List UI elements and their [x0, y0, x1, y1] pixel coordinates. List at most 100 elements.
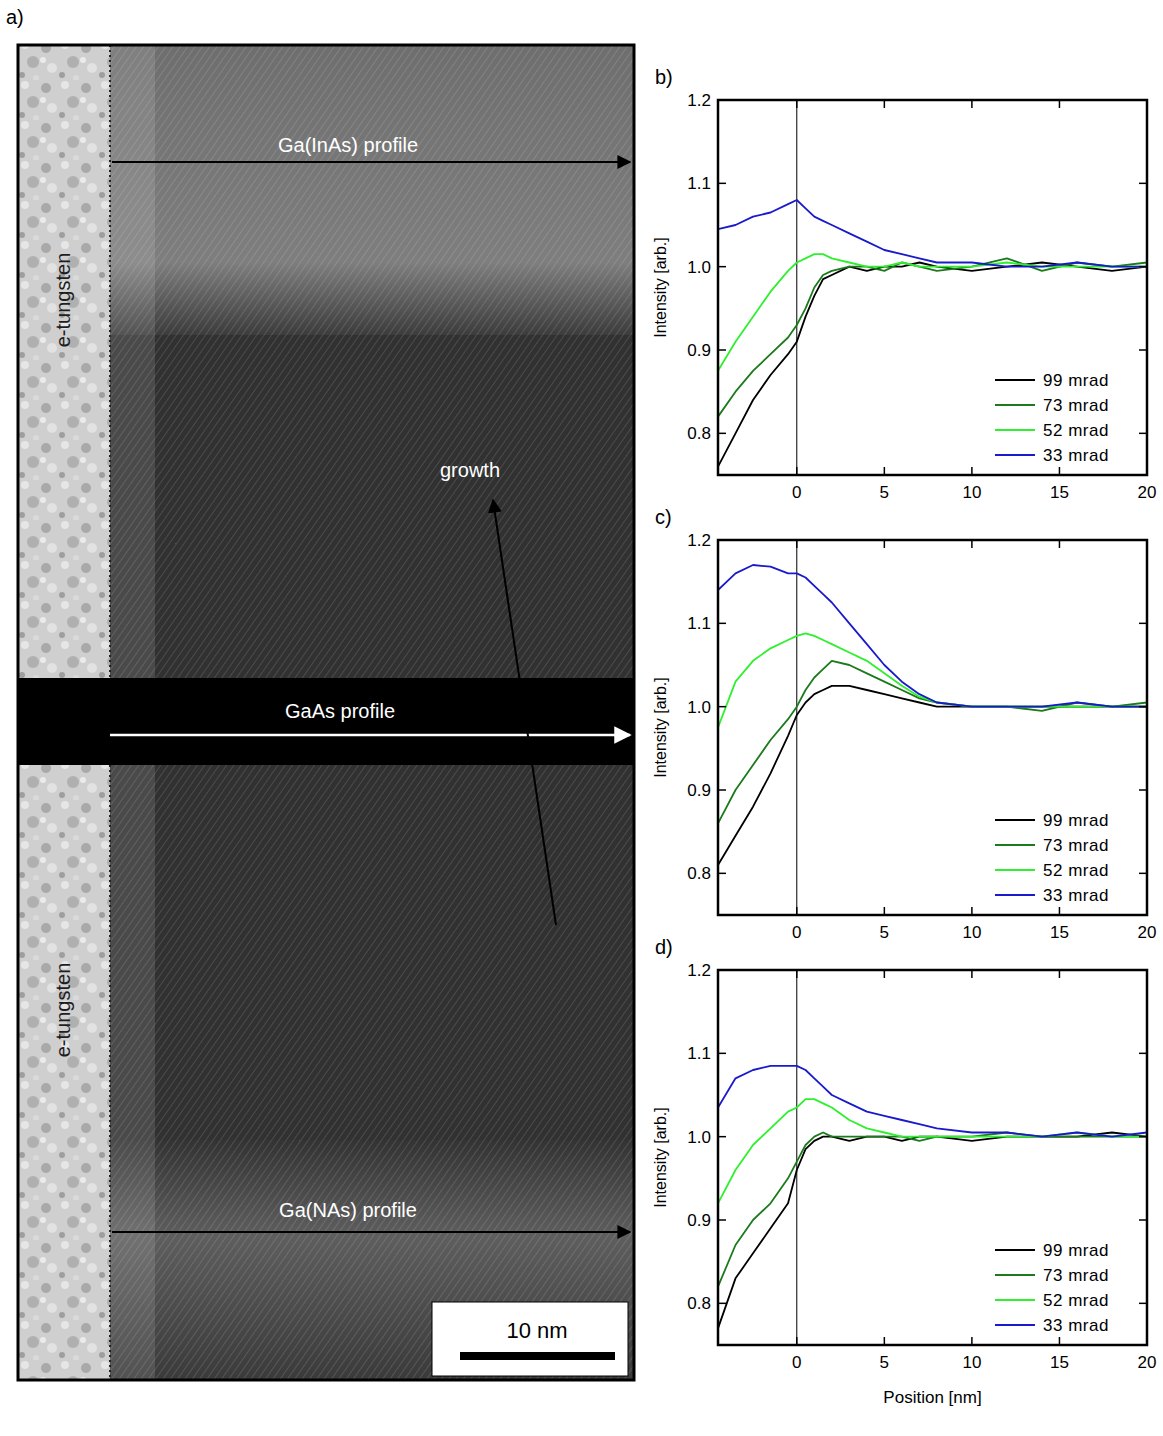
- x-tick: [1146, 1337, 1148, 1345]
- x-tick: [884, 467, 886, 475]
- reference-line: [796, 970, 797, 1345]
- y-tick-label: 0.9: [687, 781, 711, 800]
- series-line: [718, 686, 1147, 865]
- y-tick: [718, 623, 726, 625]
- y-tick-label: 1.0: [687, 1128, 711, 1147]
- legend: 99 mrad73 mrad52 mrad33 mrad: [995, 1241, 1109, 1335]
- y-tick-label: 0.9: [687, 1211, 711, 1230]
- x-tick: [971, 540, 973, 548]
- x-tick-label: 10: [962, 1353, 981, 1372]
- chart-panel: 051015200.80.91.01.11.2Intensity [arb.]P…: [652, 936, 1156, 1407]
- x-tick-label: 15: [1050, 923, 1069, 942]
- profile-label: GaAs profile: [285, 700, 395, 722]
- y-tick: [718, 539, 726, 541]
- x-tick: [796, 1337, 798, 1345]
- y-tick: [1139, 433, 1147, 435]
- panel-label: c): [655, 506, 672, 528]
- x-tick: [884, 540, 886, 548]
- legend-label: 73 mrad: [1043, 396, 1109, 415]
- x-tick-label: 15: [1050, 1353, 1069, 1372]
- series-line: [718, 263, 1147, 467]
- y-tick: [1139, 183, 1147, 185]
- x-tick-label: 5: [880, 1353, 889, 1372]
- x-tick: [884, 1337, 886, 1345]
- plot-bg: [718, 540, 1147, 915]
- x-tick: [884, 100, 886, 108]
- x-tick: [1146, 540, 1148, 548]
- legend-label: 33 mrad: [1043, 886, 1109, 905]
- tungsten-label: e-tungsten: [52, 963, 74, 1058]
- plot-frame: [718, 540, 1147, 915]
- legend-label: 33 mrad: [1043, 1316, 1109, 1335]
- y-tick: [1139, 873, 1147, 875]
- y-tick: [718, 433, 726, 435]
- plot-bg: [718, 970, 1147, 1345]
- x-tick-label: 0: [792, 923, 801, 942]
- growth-label: growth: [440, 459, 500, 481]
- y-tick: [1139, 539, 1147, 541]
- legend-label: 52 mrad: [1043, 861, 1109, 880]
- tungsten-label: e-tungsten: [52, 253, 74, 348]
- scale-bar-box: [432, 1302, 628, 1376]
- x-tick: [1059, 970, 1061, 978]
- y-tick: [718, 1303, 726, 1305]
- series-line: [718, 661, 1147, 824]
- x-tick-label: 0: [792, 483, 801, 502]
- y-tick-label: 0.8: [687, 864, 711, 883]
- x-tick: [1146, 467, 1148, 475]
- x-tick: [884, 970, 886, 978]
- y-tick: [1139, 1303, 1147, 1305]
- figure: Ga(InAs) profileGaAs profileGa(NAs) prof…: [0, 0, 1163, 1436]
- series-line: [718, 258, 1147, 416]
- y-tick: [1139, 969, 1147, 971]
- y-tick: [718, 1136, 726, 1138]
- profile-arrow: [112, 1231, 630, 1233]
- x-tick-label: 10: [962, 483, 981, 502]
- micrograph-bg: [18, 45, 634, 1380]
- x-tick: [971, 467, 973, 475]
- legend-swatch: [995, 894, 1035, 896]
- legend-label: 73 mrad: [1043, 836, 1109, 855]
- legend-swatch: [995, 1274, 1035, 1276]
- y-tick: [718, 969, 726, 971]
- panel-label: b): [655, 66, 673, 88]
- legend-label: 73 mrad: [1043, 1266, 1109, 1285]
- series-line: [718, 1099, 1147, 1203]
- legend-label: 99 mrad: [1043, 811, 1109, 830]
- series-line: [718, 1133, 1147, 1287]
- x-tick-label: 15: [1050, 483, 1069, 502]
- series-line: [718, 1066, 1147, 1137]
- y-tick-label: 0.8: [687, 424, 711, 443]
- chart-panel: 051015200.80.91.01.11.2Intensity [arb.]b…: [652, 66, 1156, 502]
- profile-arrow: [112, 161, 630, 163]
- y-tick: [718, 873, 726, 875]
- x-tick-label: 20: [1138, 1353, 1157, 1372]
- x-tick: [1059, 467, 1061, 475]
- y-tick-label: 1.0: [687, 258, 711, 277]
- x-tick-label: 20: [1138, 483, 1157, 502]
- y-tick: [1139, 266, 1147, 268]
- series-line: [718, 200, 1147, 267]
- x-tick: [971, 100, 973, 108]
- x-tick: [796, 540, 798, 548]
- x-tick: [971, 1337, 973, 1345]
- y-tick: [718, 349, 726, 351]
- legend-label: 99 mrad: [1043, 371, 1109, 390]
- panel-label: a): [6, 6, 24, 28]
- y-tick: [1139, 706, 1147, 708]
- x-tick-label: 5: [880, 483, 889, 502]
- y-tick: [1139, 99, 1147, 101]
- plot-frame: [718, 970, 1147, 1345]
- reference-line: [796, 100, 797, 475]
- x-tick-label: 5: [880, 923, 889, 942]
- legend-swatch: [995, 454, 1035, 456]
- y-tick: [718, 1219, 726, 1221]
- x-tick: [1059, 1337, 1061, 1345]
- x-tick: [971, 907, 973, 915]
- y-axis-title: Intensity [arb.]: [652, 1107, 669, 1208]
- y-tick: [718, 789, 726, 791]
- profile-label: Ga(NAs) profile: [279, 1199, 417, 1221]
- plot-frame: [718, 100, 1147, 475]
- legend-swatch: [995, 869, 1035, 871]
- x-tick-label: 20: [1138, 923, 1157, 942]
